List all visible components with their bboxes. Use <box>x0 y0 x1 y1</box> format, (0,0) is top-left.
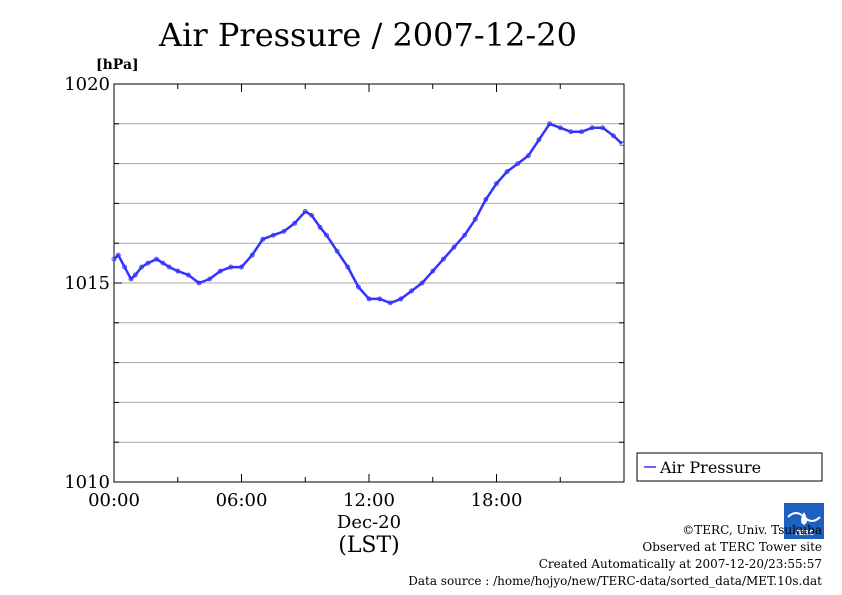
data-point-2 <box>122 264 128 270</box>
data-point-28 <box>355 284 361 290</box>
data-point-39 <box>472 216 478 222</box>
data-point-9 <box>166 264 172 270</box>
data-point-30 <box>377 296 383 302</box>
x-axis: 00:00 06:00 12:00 18:00 <box>88 84 625 511</box>
data-point-41 <box>494 181 499 186</box>
x-tick-label-00:00: 00:00 <box>88 490 140 511</box>
data-point-16 <box>239 264 244 270</box>
data-point-27 <box>345 264 351 270</box>
data-point-37 <box>451 244 457 250</box>
data-point-52 <box>610 133 616 139</box>
data-point-1 <box>115 252 121 258</box>
data-point-17 <box>249 252 255 258</box>
data-point-13 <box>207 276 213 282</box>
x-tick-label-18:00: 18:00 <box>471 490 523 511</box>
data-point-24 <box>317 224 323 230</box>
data-point-32 <box>398 296 404 302</box>
droplet-icon <box>801 512 807 525</box>
data-point-11 <box>185 272 191 278</box>
legend-box <box>636 452 823 482</box>
x-tick-label-12:00: 12:00 <box>343 490 395 511</box>
data-point-31 <box>387 300 393 306</box>
data-point-22 <box>302 208 308 214</box>
data-point-21 <box>292 220 298 226</box>
data-point-44 <box>525 153 531 159</box>
data-point-18 <box>260 236 266 242</box>
data-point-49 <box>579 129 584 135</box>
data-point-5 <box>139 264 145 270</box>
x-axis-timezone-label: (LST) <box>338 533 400 558</box>
data-point-43 <box>515 161 521 167</box>
data-point-33 <box>409 288 414 294</box>
data-source-text: Data source : /home/hojyo/new/TERC-data/… <box>408 574 822 588</box>
created-text: Created Automatically at 2007-12-20/23:5… <box>538 557 822 571</box>
x-tick-label-06:00: 06:00 <box>216 490 268 511</box>
data-point-20 <box>281 228 287 234</box>
grid-lines <box>114 123 624 443</box>
data-point-36 <box>440 256 446 262</box>
data-point-53 <box>619 141 625 147</box>
legend: Air Pressure <box>636 452 823 482</box>
data-point-38 <box>462 232 468 238</box>
observed-text: Observed at TERC Tower site <box>642 540 822 554</box>
data-point-50 <box>589 125 595 131</box>
data-point-46 <box>547 121 553 127</box>
data-point-8 <box>160 260 166 266</box>
data-point-23 <box>309 212 315 218</box>
data-point-6 <box>145 260 151 266</box>
data-point-19 <box>270 232 276 238</box>
y-tick-label-1020: 1020 <box>64 74 110 95</box>
y-tick-label-1010: 1010 <box>64 472 110 493</box>
terc-logo-text: TERC <box>794 529 814 537</box>
data-point-45 <box>536 137 542 143</box>
data-point-29 <box>366 296 372 302</box>
data-point-7 <box>154 256 159 262</box>
data-point-4 <box>132 272 138 278</box>
data-point-47 <box>557 125 563 131</box>
data-point-14 <box>217 268 223 274</box>
y-axis: 1010 1015 1020 <box>64 74 624 493</box>
data-point-26 <box>334 248 340 254</box>
data-point-25 <box>324 232 329 238</box>
x-axis-date-label: Dec-20 <box>337 512 401 533</box>
y-tick-label-1015: 1015 <box>64 273 110 294</box>
data-point-12 <box>196 280 202 286</box>
series-air-pressure <box>111 121 625 306</box>
data-point-42 <box>504 169 510 174</box>
y-axis-unit: [hPa] <box>96 57 139 73</box>
data-point-34 <box>419 280 425 286</box>
terc-logo: TERC <box>784 503 824 539</box>
data-point-35 <box>430 268 436 274</box>
data-point-48 <box>568 129 574 135</box>
data-point-40 <box>483 197 489 202</box>
data-point-10 <box>175 268 181 274</box>
data-point-15 <box>228 264 234 270</box>
footer-credits: ©TERC, Univ. Tsukuba Observed at TERC To… <box>408 522 822 590</box>
series-line-0 <box>113 122 623 305</box>
chart-title: Air Pressure / 2007-12-20 <box>158 16 577 54</box>
data-point-0 <box>111 256 117 262</box>
data-point-3 <box>128 276 134 282</box>
legend-label: Air Pressure <box>659 458 761 477</box>
copyright-text: ©TERC, Univ. Tsukuba <box>682 523 822 537</box>
data-point-51 <box>600 125 606 131</box>
